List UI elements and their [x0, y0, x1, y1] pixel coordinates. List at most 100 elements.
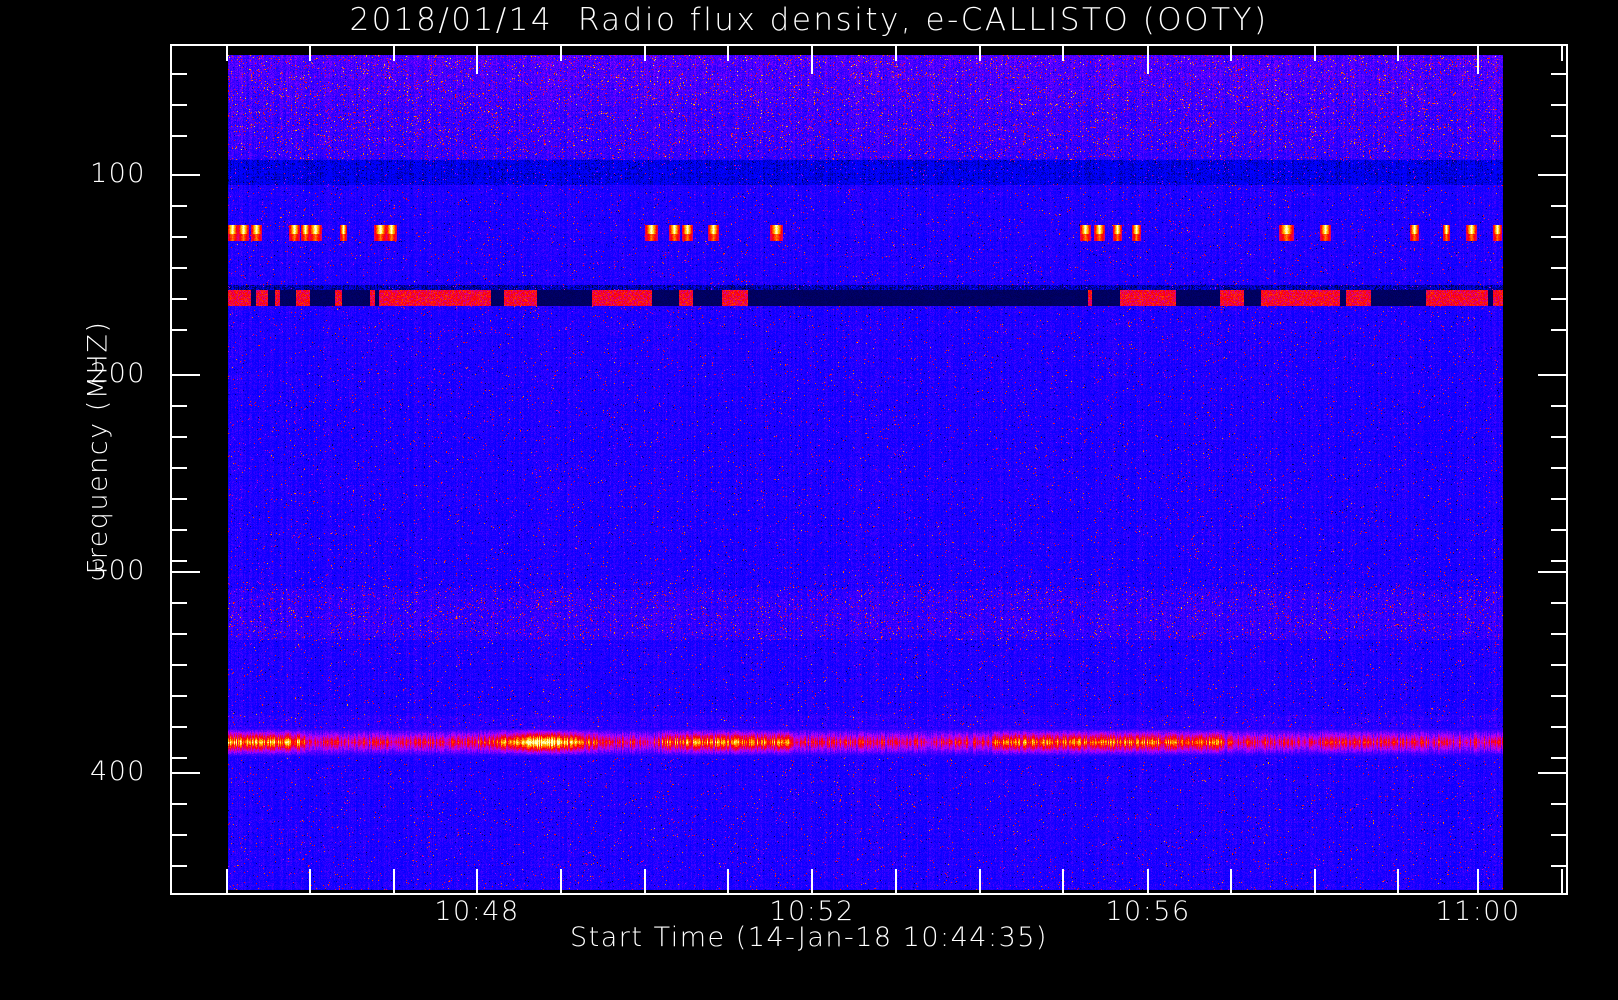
x-axis-top-minor-tick [1314, 44, 1316, 61]
y-axis-minor-tick [170, 664, 187, 666]
y-axis-right-minor-tick [1551, 529, 1568, 531]
y-axis-right-minor-tick [1551, 560, 1568, 562]
y-axis-minor-tick [170, 695, 187, 697]
y-axis-right-minor-tick [1551, 834, 1568, 836]
x-axis-top-minor-tick [727, 44, 729, 61]
x-axis-minor-tick [1561, 869, 1563, 895]
x-axis-top-minor-tick [644, 44, 646, 61]
y-axis-right-minor-tick [1551, 405, 1568, 407]
y-axis-major-tick [170, 772, 200, 774]
x-axis-minor-tick [1397, 869, 1399, 895]
y-axis-right-minor-tick [1551, 498, 1568, 500]
y-axis-major-tick [170, 374, 200, 376]
y-axis-right-minor-tick [1551, 73, 1568, 75]
x-axis-minor-tick [979, 869, 981, 895]
x-axis-top-major-tick [1477, 44, 1479, 74]
y-axis-minor-tick [170, 498, 187, 500]
y-axis-right-minor-tick [1551, 695, 1568, 697]
y-tick-label: 300 [89, 555, 146, 586]
y-axis-right-minor-tick [1551, 205, 1568, 207]
y-axis-title: Frequency (MHZ) [82, 320, 114, 575]
y-axis-minor-tick [170, 529, 187, 531]
x-axis-minor-tick [727, 869, 729, 895]
x-tick-label: 10:48 [434, 896, 520, 927]
x-axis-minor-tick [1314, 869, 1316, 895]
x-axis-top-major-tick [811, 44, 813, 74]
x-axis-top-minor-tick [560, 44, 562, 61]
x-tick-label: 10:52 [769, 896, 855, 927]
x-axis-top-minor-tick [1397, 44, 1399, 61]
y-axis-minor-tick [170, 865, 187, 867]
y-axis-minor-tick [170, 73, 187, 75]
plot-frame [170, 44, 1568, 895]
y-axis-minor-tick [170, 205, 187, 207]
x-axis-major-tick [1147, 869, 1149, 895]
x-axis-top-minor-tick [309, 44, 311, 61]
page-title: 2018/01/14 Radio flux density, e-CALLIST… [349, 2, 1269, 38]
y-axis-right-minor-tick [1551, 803, 1568, 805]
y-axis-right-minor-tick [1551, 236, 1568, 238]
y-tick-label: 100 [89, 158, 146, 189]
y-axis-minor-tick [170, 757, 187, 759]
x-axis-top-minor-tick [1230, 44, 1232, 61]
x-axis-top-minor-tick [1062, 44, 1064, 61]
y-axis-minor-tick [170, 467, 187, 469]
y-axis-minor-tick [170, 104, 187, 106]
y-axis-right-minor-tick [1551, 267, 1568, 269]
x-axis-top-major-tick [476, 44, 478, 74]
y-axis-right-major-tick [1538, 374, 1568, 376]
y-axis-right-minor-tick [1551, 664, 1568, 666]
y-axis-minor-tick [170, 803, 187, 805]
x-axis-top-minor-tick [226, 44, 228, 61]
x-axis-minor-tick [226, 869, 228, 895]
y-axis-minor-tick [170, 236, 187, 238]
y-axis-minor-tick [170, 834, 187, 836]
x-axis-minor-tick [1062, 869, 1064, 895]
y-axis-right-minor-tick [1551, 298, 1568, 300]
y-axis-right-minor-tick [1551, 726, 1568, 728]
y-axis-right-minor-tick [1551, 135, 1568, 137]
y-axis-right-minor-tick [1551, 865, 1568, 867]
x-axis-minor-tick [895, 869, 897, 895]
spectrogram-image [228, 55, 1503, 890]
y-axis-minor-tick [170, 602, 187, 604]
y-axis-right-major-tick [1538, 772, 1568, 774]
y-tick-label: 400 [89, 756, 146, 787]
x-axis-title: Start Time (14-Jan-18 10:44:35) [570, 922, 1048, 953]
y-axis-major-tick [170, 174, 200, 176]
y-tick-label: 200 [89, 358, 146, 389]
y-axis-right-major-tick [1538, 174, 1568, 176]
x-axis-minor-tick [560, 869, 562, 895]
y-axis-minor-tick [170, 560, 187, 562]
y-axis-minor-tick [170, 633, 187, 635]
y-axis-minor-tick [170, 267, 187, 269]
y-axis-minor-tick [170, 298, 187, 300]
x-axis-minor-tick [309, 869, 311, 895]
x-axis-major-tick [1477, 869, 1479, 895]
x-axis-top-minor-tick [393, 44, 395, 61]
y-axis-right-minor-tick [1551, 602, 1568, 604]
y-axis-right-minor-tick [1551, 436, 1568, 438]
x-axis-minor-tick [1230, 869, 1232, 895]
y-axis-right-minor-tick [1551, 757, 1568, 759]
y-axis-right-minor-tick [1551, 329, 1568, 331]
y-axis-minor-tick [170, 135, 187, 137]
x-tick-label: 10:56 [1105, 896, 1191, 927]
x-axis-top-minor-tick [979, 44, 981, 61]
y-axis-right-minor-tick [1551, 104, 1568, 106]
x-axis-major-tick [811, 869, 813, 895]
x-axis-top-major-tick [1147, 44, 1149, 74]
y-axis-minor-tick [170, 329, 187, 331]
x-axis-minor-tick [393, 869, 395, 895]
x-axis-minor-tick [644, 869, 646, 895]
x-axis-major-tick [476, 869, 478, 895]
y-axis-minor-tick [170, 726, 187, 728]
y-axis-major-tick [170, 571, 200, 573]
x-axis-top-minor-tick [895, 44, 897, 61]
x-tick-label: 11:00 [1435, 896, 1521, 927]
y-axis-right-major-tick [1538, 571, 1568, 573]
y-axis-right-minor-tick [1551, 467, 1568, 469]
y-axis-right-minor-tick [1551, 633, 1568, 635]
y-axis-minor-tick [170, 436, 187, 438]
